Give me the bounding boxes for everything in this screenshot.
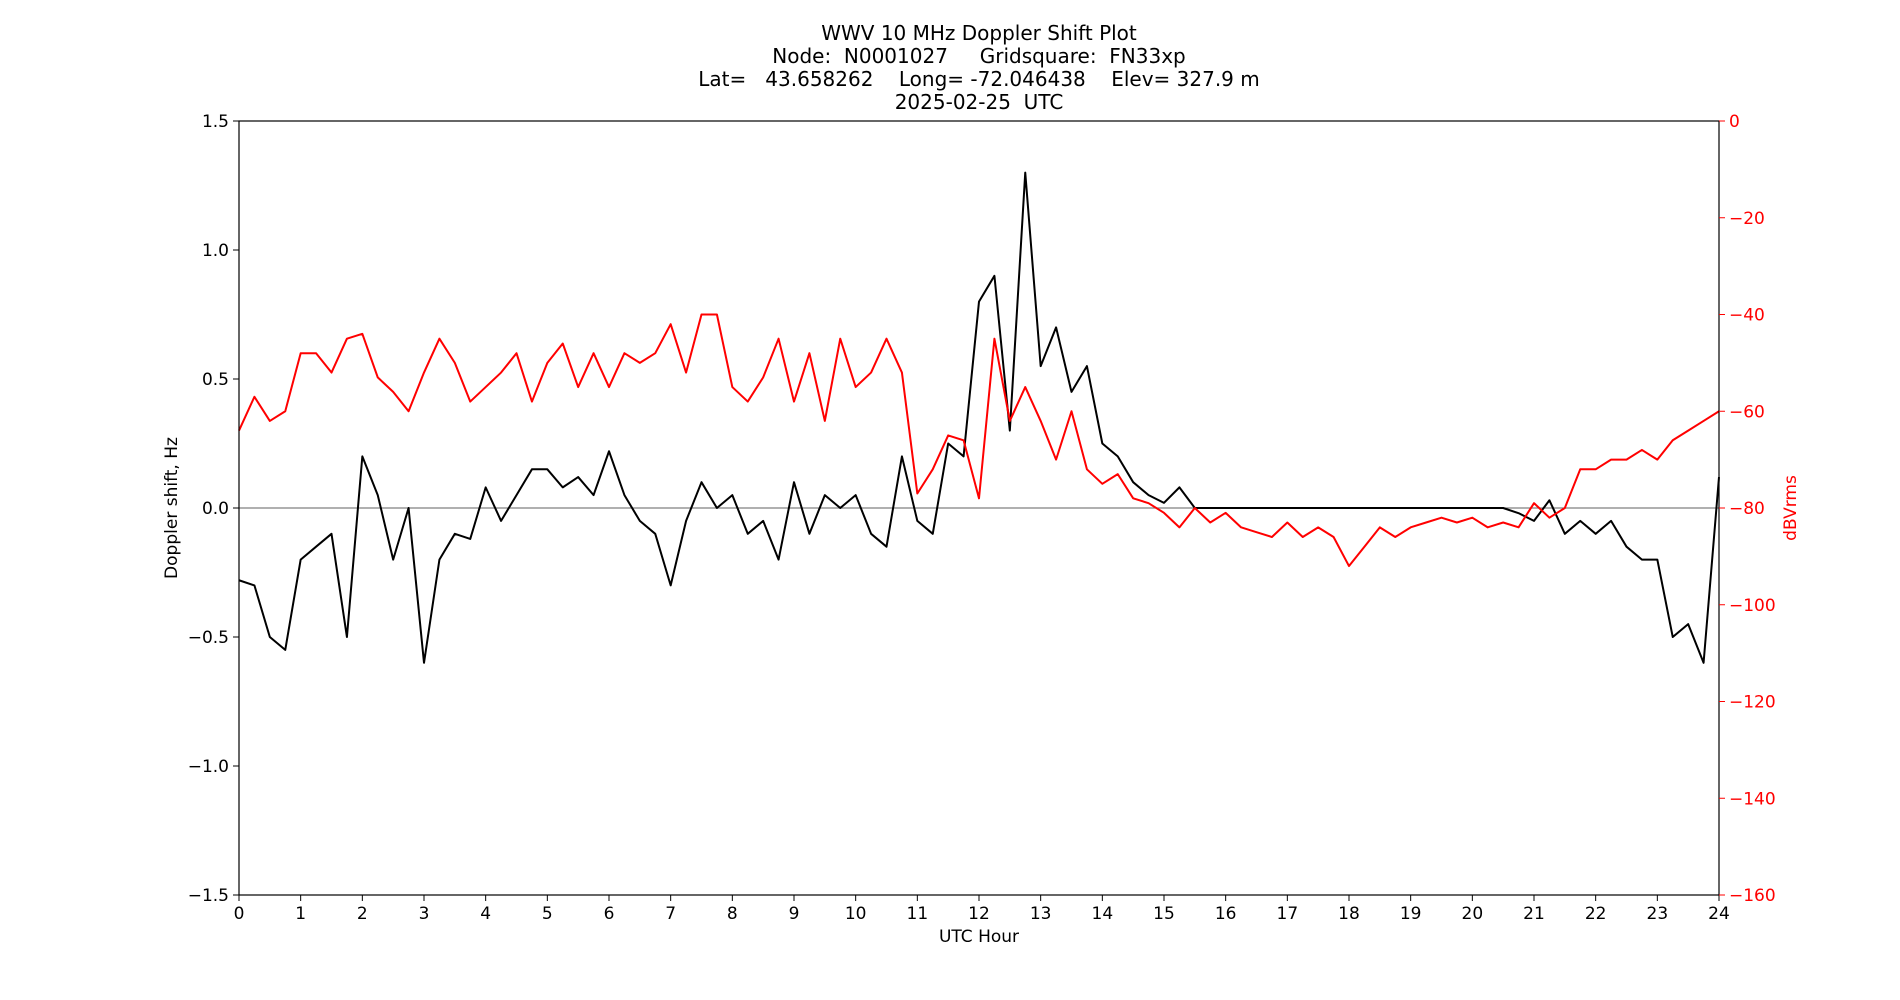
x-tick-label: 14 bbox=[1092, 904, 1114, 924]
data-line bbox=[238, 171, 1720, 664]
y2-tick-label: −160 bbox=[1729, 886, 1776, 906]
y2-tick-label: −80 bbox=[1729, 499, 1765, 519]
x-tick-label: 24 bbox=[1708, 904, 1730, 924]
x-tick-label: 16 bbox=[1215, 904, 1237, 924]
x-tick-label: 11 bbox=[907, 904, 929, 924]
x-tick-label: 0 bbox=[234, 904, 245, 924]
x-tick-label: 12 bbox=[968, 904, 990, 924]
chart-title: WWV 10 MHz Doppler Shift Plot bbox=[821, 21, 1137, 45]
x-tick-label: 21 bbox=[1523, 904, 1545, 924]
y2-tick-label: −140 bbox=[1729, 789, 1776, 809]
y2-tick-label: −60 bbox=[1729, 402, 1765, 422]
x-tick-label: 19 bbox=[1400, 904, 1422, 924]
x-tick-label: 4 bbox=[480, 904, 491, 924]
x-tick-label: 17 bbox=[1277, 904, 1299, 924]
x-tick-label: 20 bbox=[1462, 904, 1484, 924]
y-tick-label: 0.0 bbox=[202, 499, 229, 519]
x-tick-label: 7 bbox=[665, 904, 676, 924]
y-tick-label: −1.0 bbox=[188, 757, 229, 777]
y-axis-label: Doppler shift, Hz bbox=[162, 437, 182, 579]
y-tick-label: 1.0 bbox=[202, 241, 229, 261]
y2-tick-label: −40 bbox=[1729, 306, 1765, 326]
y-tick-label: 0.5 bbox=[202, 370, 229, 390]
x-tick-label: 13 bbox=[1030, 904, 1052, 924]
y2-tick-label: −20 bbox=[1729, 209, 1765, 229]
x-tick-label: 18 bbox=[1338, 904, 1360, 924]
chart-title: 2025-02-25 UTC bbox=[895, 90, 1064, 114]
chart-title: Node: N0001027 Gridsquare: FN33xp bbox=[772, 44, 1185, 68]
x-tick-label: 6 bbox=[604, 904, 615, 924]
x-tick-label: 10 bbox=[845, 904, 867, 924]
x-tick-label: 3 bbox=[419, 904, 430, 924]
x-tick-label: 1 bbox=[295, 904, 306, 924]
y2-tick-label: −120 bbox=[1729, 693, 1776, 713]
chart-title: Lat= 43.658262 Long= -72.046438 Elev= 32… bbox=[698, 67, 1260, 91]
x-tick-label: 22 bbox=[1585, 904, 1607, 924]
x-tick-label: 8 bbox=[727, 904, 738, 924]
x-tick-label: 2 bbox=[357, 904, 368, 924]
y2-tick-label: −100 bbox=[1729, 596, 1776, 616]
x-axis-label: UTC Hour bbox=[939, 927, 1019, 947]
x-tick-label: 5 bbox=[542, 904, 553, 924]
y2-tick-label: 0 bbox=[1729, 112, 1740, 132]
x-tick-label: 9 bbox=[789, 904, 800, 924]
y2-axis-label: dBVrms bbox=[1781, 475, 1801, 541]
y-tick-label: 1.5 bbox=[202, 112, 229, 132]
y-tick-label: −0.5 bbox=[188, 628, 229, 648]
x-tick-label: 15 bbox=[1153, 904, 1175, 924]
data-line bbox=[238, 313, 1720, 568]
x-tick-label: 23 bbox=[1647, 904, 1669, 924]
y-tick-label: −1.5 bbox=[188, 886, 229, 906]
